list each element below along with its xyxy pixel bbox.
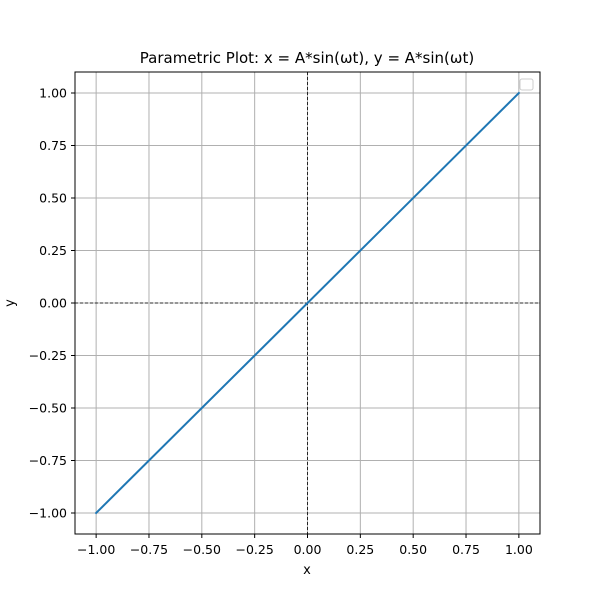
y-tick-label-6: 0.50 — [39, 191, 67, 206]
x-tick-label-3: −0.25 — [236, 542, 274, 557]
y-tick-label-5: 0.25 — [39, 243, 67, 258]
x-tick-label-4: 0.00 — [294, 542, 322, 557]
x-tick-label-2: −0.50 — [183, 542, 221, 557]
y-tick-label-0: −1.00 — [29, 506, 67, 521]
series-layer — [94, 91, 521, 515]
series-line-0 — [94, 91, 521, 515]
y-axis-label: y — [3, 299, 18, 307]
x-tick-label-8: 1.00 — [505, 542, 533, 557]
x-tick-label-0: −1.00 — [77, 542, 115, 557]
x-axis-label: x — [303, 563, 311, 578]
y-tick-label-1: −0.75 — [29, 453, 67, 468]
x-tick-label-5: 0.25 — [346, 542, 374, 557]
y-tick-label-3: −0.25 — [29, 348, 67, 363]
y-tick-label-2: −0.50 — [29, 401, 67, 416]
y-tick-label-4: 0.00 — [39, 296, 67, 311]
x-tick-label-7: 0.75 — [452, 542, 480, 557]
y-tick-label-7: 0.75 — [39, 138, 67, 153]
y-axis-ticks: −1.00 −0.75 −0.50 −0.25 0.00 0.25 0.50 0.75 1.00 — [29, 86, 75, 521]
legend-box — [519, 78, 534, 91]
x-axis-ticks: −1.00 −0.75 −0.50 −0.25 0.00 0.25 0.50 0.75 1.00 — [77, 534, 533, 557]
x-tick-label-6: 0.50 — [399, 542, 427, 557]
chart-title: Parametric Plot: x = A*sin(ωt), y = A*si… — [140, 49, 474, 67]
x-tick-label-1: −0.75 — [130, 542, 168, 557]
y-tick-label-8: 1.00 — [39, 86, 67, 101]
